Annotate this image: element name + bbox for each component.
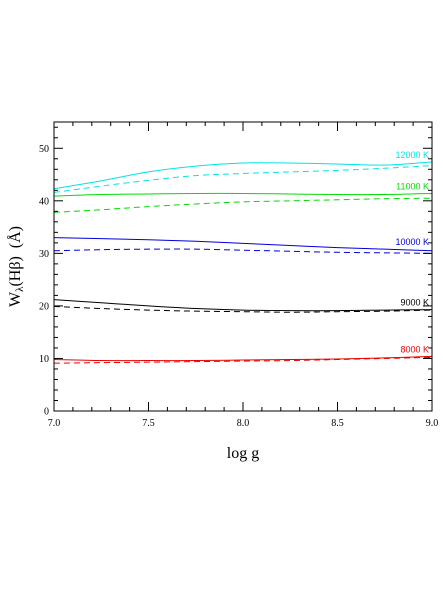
series-12000-k-dashed-line: [53, 165, 433, 193]
series-11000-k-dashed-line: [53, 197, 433, 213]
series-label-12000-k: 12000 K: [395, 150, 429, 160]
series-10000-k-dashed-line: [53, 248, 433, 254]
series-label-9000-k: 9000 K: [400, 298, 429, 308]
x-tick-label: 8.0: [237, 418, 250, 429]
y-axis-title-subscript: λ: [14, 286, 26, 292]
series-label-11000-k: 11000 K: [396, 181, 429, 191]
y-axis-title-rest: (Hβ) (Å): [6, 226, 24, 287]
y-tick-label: 0: [44, 407, 49, 418]
series-12000-k-solid-line: [53, 161, 433, 190]
x-tick-label: 7.5: [142, 418, 155, 429]
series-label-10000-k: 10000 K: [395, 237, 429, 247]
series-label-8000-k: 8000 K: [400, 344, 429, 354]
x-tick-label: 9.0: [426, 418, 439, 429]
series-9000-k-solid-line: [53, 299, 433, 312]
series-9000-k-dashed-line: [53, 305, 433, 313]
x-tick-label: 7.0: [48, 418, 61, 429]
series-8000-k-dashed-line: [53, 356, 433, 364]
y-tick-label: 10: [39, 354, 49, 365]
y-axis-title-main: W: [7, 291, 24, 307]
series-layer: [53, 161, 433, 364]
series-label-layer: 12000 K 11000 K 10000 K 9000 K 8000 K: [395, 150, 429, 354]
series-8000-k-solid-line: [53, 355, 433, 362]
y-tick-label: 20: [39, 301, 49, 312]
x-axis-title: log g: [227, 445, 259, 462]
y-tick-label: 50: [39, 144, 49, 155]
y-tick-label: 40: [39, 196, 49, 207]
x-tick-label: 8.5: [331, 418, 344, 429]
series-11000-k-solid-line: [53, 192, 433, 197]
series-10000-k-solid-line: [53, 237, 433, 252]
tick-layer: 7.0 7.5 8.0 8.5 9.0 0 10 20 30 40 50: [39, 122, 438, 429]
y-axis-title: Wλ(Hβ) (Å): [6, 226, 26, 307]
y-tick-label: 30: [39, 249, 49, 260]
